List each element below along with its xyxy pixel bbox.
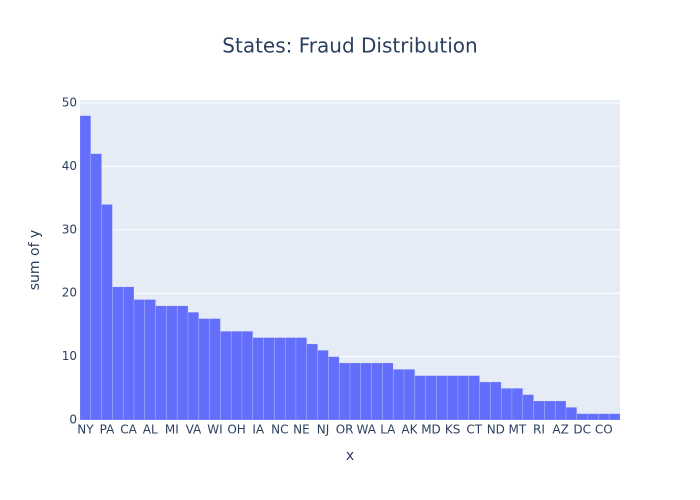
x-tick-label: DC bbox=[573, 423, 591, 437]
bar bbox=[112, 286, 124, 421]
bar bbox=[122, 286, 135, 421]
x-tick-label: WI bbox=[207, 423, 222, 437]
bar bbox=[511, 388, 524, 421]
bar bbox=[338, 362, 351, 421]
bar bbox=[79, 115, 92, 421]
y-axis-label: sum of y bbox=[27, 230, 43, 290]
x-tick-label: WA bbox=[356, 423, 376, 437]
bar bbox=[425, 375, 437, 421]
x-axis-label: x bbox=[346, 448, 354, 464]
bar bbox=[187, 311, 200, 421]
bar bbox=[522, 394, 534, 421]
bar bbox=[490, 381, 502, 421]
bar bbox=[166, 305, 178, 421]
bar bbox=[328, 356, 340, 421]
bar bbox=[576, 413, 588, 421]
bar bbox=[263, 337, 275, 421]
bar bbox=[306, 343, 318, 421]
bar bbox=[500, 388, 513, 421]
bar bbox=[133, 299, 146, 421]
x-tick-label: CO bbox=[595, 423, 613, 437]
x-tick-label: CT bbox=[466, 423, 482, 437]
bar bbox=[382, 362, 394, 421]
bar bbox=[479, 381, 491, 421]
bar bbox=[468, 375, 480, 421]
bar bbox=[252, 337, 264, 421]
x-tick-label: OH bbox=[227, 423, 245, 437]
bar bbox=[284, 337, 297, 421]
bar bbox=[176, 305, 189, 421]
bar bbox=[544, 400, 556, 421]
y-tick-label: 40 bbox=[62, 159, 77, 173]
bar bbox=[436, 375, 448, 421]
bar bbox=[360, 362, 372, 421]
chart-title: States: Fraud Distribution bbox=[222, 34, 477, 58]
x-tick-label: NJ bbox=[317, 423, 330, 437]
bar bbox=[403, 369, 416, 421]
bar bbox=[198, 318, 210, 421]
x-tick-label: AK bbox=[401, 423, 418, 437]
x-tick-label: NY bbox=[77, 423, 94, 437]
x-tick-label: AZ bbox=[552, 423, 568, 437]
x-tick-label: VA bbox=[186, 423, 202, 437]
bar bbox=[155, 305, 167, 421]
bar bbox=[274, 337, 286, 421]
bar bbox=[392, 369, 405, 421]
x-tick-label: LA bbox=[380, 423, 396, 437]
y-tick-label: 30 bbox=[62, 222, 77, 236]
y-tick-label: 0 bbox=[69, 413, 77, 427]
bar bbox=[101, 204, 113, 421]
x-tick-label: AL bbox=[143, 423, 158, 437]
bar bbox=[457, 375, 470, 421]
bar bbox=[220, 330, 232, 421]
y-tick-label: 50 bbox=[62, 96, 77, 110]
bar bbox=[565, 407, 578, 421]
bar bbox=[295, 337, 308, 421]
bar bbox=[230, 330, 243, 421]
x-tick-label: MD bbox=[421, 423, 441, 437]
x-tick-label: CA bbox=[120, 423, 137, 437]
x-tick-label: MI bbox=[165, 423, 179, 437]
bar bbox=[241, 330, 254, 421]
x-tick-label: ND bbox=[487, 423, 505, 437]
bar bbox=[598, 413, 610, 421]
bar bbox=[209, 318, 221, 421]
bar bbox=[317, 350, 329, 421]
x-tick-label: RI bbox=[533, 423, 545, 437]
x-tick-label: IA bbox=[252, 423, 265, 437]
bar bbox=[90, 153, 102, 421]
x-tick-label: PA bbox=[100, 423, 115, 437]
x-tick-label: KS bbox=[445, 423, 461, 437]
bar bbox=[533, 400, 545, 421]
bar bbox=[446, 375, 459, 421]
x-tick-label: NC bbox=[271, 423, 288, 437]
x-tick-label: MT bbox=[509, 423, 527, 437]
x-tick-label: OR bbox=[336, 423, 354, 437]
y-tick-label: 10 bbox=[62, 349, 77, 363]
bar bbox=[144, 299, 156, 421]
bar bbox=[587, 413, 599, 421]
bar bbox=[371, 362, 383, 421]
y-tick-label: 20 bbox=[62, 286, 77, 300]
bar bbox=[349, 362, 362, 421]
bar bbox=[414, 375, 426, 421]
x-tick-label: NE bbox=[293, 423, 310, 437]
bar bbox=[608, 413, 621, 421]
bar bbox=[554, 400, 567, 421]
